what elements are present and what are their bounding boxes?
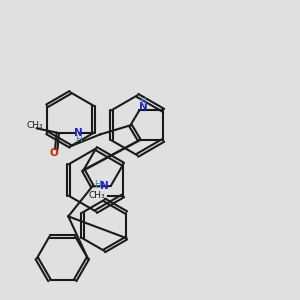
Text: N: N xyxy=(139,102,147,112)
Text: H: H xyxy=(75,135,82,144)
Text: N: N xyxy=(74,128,83,138)
Text: CH₃: CH₃ xyxy=(89,191,105,200)
Text: O: O xyxy=(50,148,58,158)
Text: H: H xyxy=(140,97,146,106)
Text: CH₃: CH₃ xyxy=(27,121,44,130)
Text: N: N xyxy=(100,181,109,191)
Text: H: H xyxy=(94,180,101,189)
